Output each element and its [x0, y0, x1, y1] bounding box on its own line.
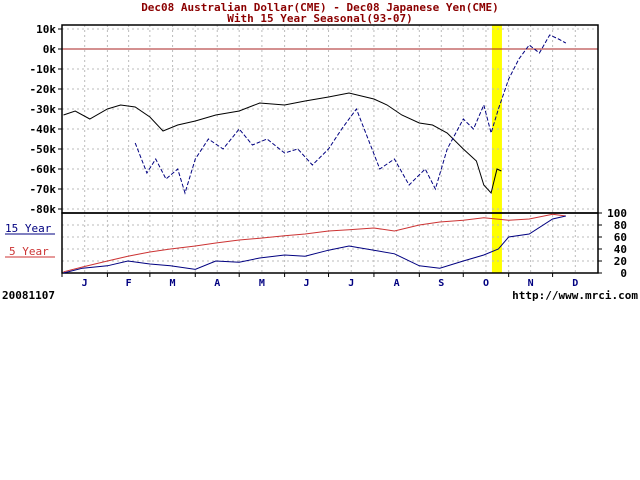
lower-panel-frame: [61, 212, 599, 274]
chart-subtitle: With 15 Year Seasonal(93-07): [227, 12, 412, 25]
x-tick-label: N: [528, 278, 534, 289]
y2-tick-label: 40: [614, 243, 627, 256]
y-tick-label: -70k: [30, 183, 57, 196]
x-tick-label: D: [572, 278, 578, 289]
x-tick-label: A: [214, 278, 220, 289]
x-tick-label: J: [304, 278, 310, 289]
y-tick-label: -80k: [30, 203, 57, 216]
y-tick-label: -40k: [30, 123, 57, 136]
seasonal-line-5-year: [63, 213, 566, 273]
y-tick-label: 10k: [36, 23, 56, 36]
y2-tick-label: 80: [614, 219, 627, 232]
legend-5-year: 5 Year: [9, 245, 49, 258]
y-tick-label: -60k: [30, 163, 57, 176]
x-tick-label: S: [438, 278, 444, 289]
y2-tick-label: 20: [614, 255, 627, 268]
series-solid-line: [63, 92, 502, 195]
seasonal-line-15-year: [63, 215, 566, 274]
y2-tick-label: 60: [614, 231, 627, 244]
footer-url: http://www.mrci.com: [512, 289, 638, 302]
x-tick-label: F: [126, 278, 132, 289]
x-tick-label: O: [483, 278, 489, 289]
y-tick-label: -50k: [30, 143, 57, 156]
series-dashed-line: [134, 34, 567, 195]
y2-tick-label: 100: [607, 207, 627, 220]
legend-15-year: 15 Year: [5, 222, 52, 235]
y-tick-label: -20k: [30, 83, 57, 96]
highlight-band: [491, 25, 502, 273]
x-tick-label: J: [348, 278, 354, 289]
footer-date: 20081107: [2, 289, 55, 302]
y-tick-label: -10k: [30, 63, 57, 76]
chart-title: Dec08 Australian Dollar(CME) - Dec08 Jap…: [141, 1, 499, 14]
x-tick-label: A: [394, 278, 400, 289]
x-tick-label: M: [170, 278, 176, 289]
y-tick-label: 0k: [43, 43, 57, 56]
y-tick-label: -30k: [30, 103, 57, 116]
x-tick-label: J: [82, 278, 88, 289]
y2-tick-label: 0: [620, 267, 627, 280]
x-tick-label: M: [259, 278, 265, 289]
